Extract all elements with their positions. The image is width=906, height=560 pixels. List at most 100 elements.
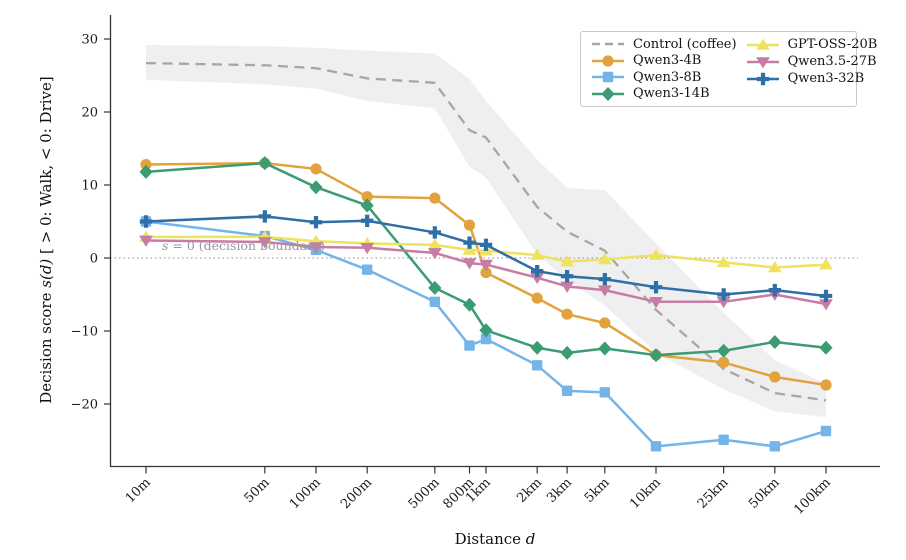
data-point-circle	[429, 192, 441, 204]
data-point-diamond	[598, 341, 612, 356]
data-point-plus	[530, 264, 544, 278]
data-point-triangle-down	[360, 242, 375, 255]
data-point-diamond	[819, 340, 833, 355]
data-point-circle	[718, 356, 730, 368]
y-tick-label: 10	[81, 179, 98, 194]
series-Qwen3-32B	[139, 210, 833, 303]
x-tick-label: 2km	[514, 475, 545, 506]
data-point-square	[429, 296, 441, 307]
data-point-diamond	[462, 297, 477, 312]
data-point-triangle-down	[819, 299, 833, 311]
y-axis-label-symbol: s(d)	[37, 258, 55, 288]
data-point-triangle-up	[716, 255, 731, 268]
data-point-square	[361, 264, 373, 275]
data-point-diamond	[479, 323, 493, 338]
data-point-triangle-down	[462, 258, 477, 270]
legend-item: Qwen3-8B	[590, 69, 737, 86]
legend-item: Qwen3.5-27B	[745, 53, 878, 70]
data-point-triangle-down	[530, 272, 545, 285]
data-point-plus	[756, 72, 769, 85]
x-tick-label: 10km	[627, 475, 664, 512]
series-line-Qwen3-8B	[145, 220, 827, 448]
data-point-triangle-down	[257, 237, 272, 249]
legend-label: Qwen3-4B	[633, 53, 702, 69]
data-point-triangle-up	[597, 253, 612, 265]
legend-marker-square-icon	[592, 72, 624, 83]
legend-marker-triangle-down-icon	[746, 56, 779, 68]
data-point-square	[480, 333, 492, 345]
x-axis-label: Distance d	[110, 530, 880, 548]
data-point-square	[599, 387, 611, 398]
data-point-triangle-down	[560, 281, 575, 293]
data-point-triangle-up	[755, 38, 770, 50]
x-tick-label: 50km	[746, 475, 783, 512]
data-point-square	[561, 385, 573, 397]
annotation-symbol: s	[162, 238, 169, 253]
data-point-square	[650, 441, 662, 452]
data-point-plus	[717, 288, 730, 301]
series-line-Qwen3-14B	[145, 161, 827, 357]
data-point-plus	[649, 281, 663, 294]
y-tick-label: 30	[81, 33, 98, 48]
data-point-plus	[768, 283, 782, 297]
data-point-triangle-up	[819, 258, 833, 270]
legend-label: Qwen3-32B	[787, 71, 865, 86]
legend-marker-diamond-icon	[592, 86, 624, 101]
y-tick-label: −20	[71, 398, 98, 413]
x-tick-label: 200m	[338, 475, 375, 512]
data-point-triangle-up	[462, 243, 477, 255]
data-point-diamond	[601, 86, 615, 101]
data-point-square	[602, 72, 614, 83]
data-point-circle	[561, 308, 573, 320]
y-axis-label-text: Decision score	[37, 287, 55, 404]
x-axis-label-text: Distance	[454, 530, 526, 548]
data-point-plus	[428, 226, 442, 239]
x-tick-label: 10m	[123, 475, 154, 506]
legend-item: Qwen3-14B	[590, 86, 737, 103]
legend-marker-circle-icon	[592, 55, 624, 67]
legend-label: Qwen3-14B	[633, 86, 710, 102]
series-line-Qwen3.5-27B	[145, 239, 827, 306]
data-point-circle	[480, 267, 492, 279]
data-point-circle	[769, 371, 781, 383]
data-point-plus	[598, 272, 612, 286]
data-point-square	[531, 360, 543, 371]
data-point-plus	[309, 216, 323, 229]
data-point-triangle-down	[597, 285, 612, 297]
series-line-GPT-OSS-20B	[146, 235, 827, 269]
data-point-square	[718, 434, 729, 445]
data-point-plus	[258, 210, 272, 223]
data-point-triangle-down	[427, 248, 442, 260]
legend: Control (coffee) Qwen3-4B Qwen3-8B Qwen3-14…	[580, 31, 877, 107]
legend-label: Qwen3-8B	[633, 69, 702, 85]
series-Qwen3.5-27B	[139, 235, 833, 311]
control-confidence-band	[146, 44, 826, 418]
decision-boundary-annotation: s = 0 (decision boundary)	[162, 238, 325, 253]
data-point-triangle-up	[560, 255, 575, 267]
x-tick-label: 5km	[582, 475, 613, 506]
y-axis-label-suffix: [ > 0: Walk, < 0: Drive]	[37, 76, 55, 259]
y-tick-label: −10	[71, 325, 98, 340]
data-point-plus	[819, 289, 833, 303]
data-point-circle	[531, 292, 543, 304]
series-Qwen3-14B	[139, 156, 833, 363]
data-point-diamond	[530, 340, 544, 355]
data-point-diamond	[717, 343, 731, 358]
data-point-triangle-down	[139, 235, 153, 247]
data-point-plus	[560, 270, 574, 283]
data-point-circle	[599, 317, 611, 329]
data-point-diamond	[258, 156, 272, 171]
x-axis-label-symbol: d	[525, 530, 536, 548]
legend-label: GPT-OSS-20B	[787, 37, 878, 52]
data-point-diamond	[139, 164, 153, 179]
legend-marker-dashed-line-icon	[592, 43, 624, 46]
x-tick-label: 100m	[287, 475, 324, 512]
data-point-triangle-up	[427, 238, 442, 250]
data-point-triangle-down	[309, 242, 323, 254]
x-tick-label: 25km	[695, 475, 732, 512]
data-point-diamond	[309, 180, 323, 195]
legend-item: Control (coffee)	[590, 36, 737, 53]
data-point-circle	[602, 55, 614, 67]
data-point-diamond	[360, 198, 374, 213]
